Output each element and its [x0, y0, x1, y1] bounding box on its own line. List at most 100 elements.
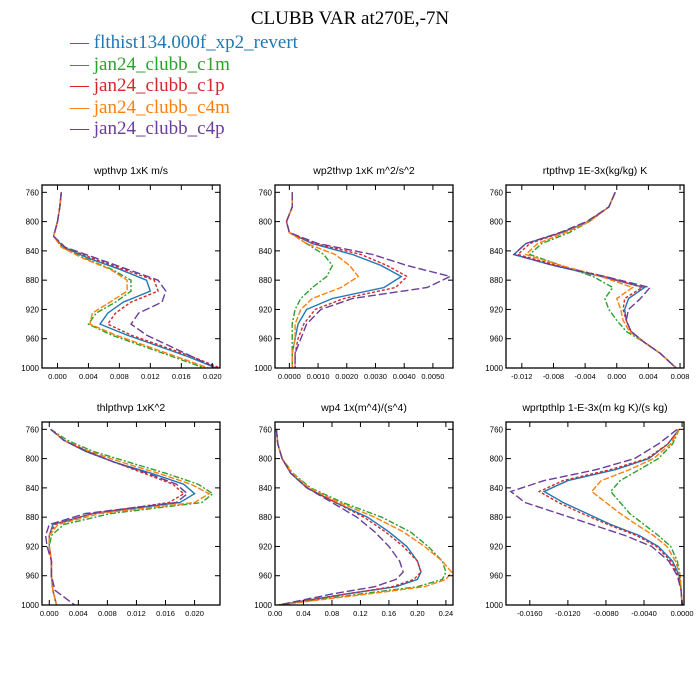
y-tick-label: 800 — [26, 218, 40, 227]
legend-swatch: — — [70, 96, 94, 118]
subplot: wp4 1x(m^4)/(s^4)76080084088092096010000… — [254, 402, 454, 618]
legend-item: — jan24_clubb_c4p — [70, 118, 298, 140]
legend-item: — flthist134.000f_xp2_revert — [70, 32, 298, 54]
y-tick-label: 960 — [26, 335, 40, 344]
subplot: wpthvp 1xK m/s 760 800 840 880 920 960 1000 0.00… — [21, 165, 221, 381]
series-line — [52, 192, 217, 368]
y-tick-label: 920 — [490, 542, 504, 551]
legend-item: — jan24_clubb_c4m — [70, 97, 298, 119]
y-tick-label: 840 — [26, 484, 40, 493]
series-line — [285, 192, 403, 368]
subplot: wp2thvp 1xK m^2/s^2 760 800 840 880 920 960 100… — [254, 165, 454, 381]
x-tick-label: 0.12 — [353, 609, 368, 618]
plot-frame — [41, 421, 221, 606]
x-tick-label: 0.020 — [203, 372, 222, 381]
x-tick-label: 0.008 — [98, 609, 117, 618]
y-tick-label: 960 — [259, 335, 273, 344]
y-tick-label: 760 — [259, 425, 273, 434]
y-tick-label: 880 — [490, 276, 504, 285]
x-tick-label: 0.24 — [439, 609, 454, 618]
y-tick-label: 1000 — [485, 601, 503, 610]
x-tick-label: 0.0030 — [364, 372, 387, 381]
y-tick-label: 960 — [490, 335, 504, 344]
legend-swatch: — — [70, 53, 94, 75]
legend-label: jan24_clubb_c1p — [93, 75, 225, 96]
y-tick-label: 840 — [490, 247, 504, 256]
y-tick-label: 920 — [259, 305, 273, 314]
y-tick-label: 960 — [259, 572, 273, 581]
subplot-title: wp2thvp 1xK m^2/s^2 — [312, 165, 415, 177]
x-tick-label: -0.012 — [511, 372, 532, 381]
y-tick-label: 840 — [26, 247, 40, 256]
x-tick-label: 0.0000 — [671, 609, 694, 618]
series-line — [609, 429, 683, 605]
y-tick-label: 1000 — [21, 601, 39, 610]
x-tick-label: 0.0020 — [335, 372, 358, 381]
subplot: rtpthvp 1E-3x(kg/kg) K 760 800 840 880 920 960… — [485, 165, 689, 381]
y-tick-label: 760 — [490, 425, 504, 434]
x-tick-label: 0.16 — [382, 609, 397, 618]
legend-swatch: — — [70, 32, 94, 53]
y-tick-label: 920 — [26, 542, 40, 551]
y-tick-label: 880 — [259, 513, 273, 522]
x-tick-label: 0.0040 — [393, 372, 416, 381]
series-line — [512, 192, 677, 368]
y-tick-label: 880 — [490, 513, 504, 522]
y-tick-label: 760 — [259, 188, 273, 197]
y-tick-label: 920 — [259, 542, 273, 551]
series-line — [509, 428, 683, 605]
x-tick-label: 0.08 — [325, 609, 340, 618]
plot-frame — [274, 421, 454, 606]
plot-frame — [41, 184, 221, 369]
x-tick-label: 0.004 — [69, 609, 88, 618]
y-tick-label: 760 — [26, 188, 40, 197]
x-tick-label: 0.000 — [40, 609, 59, 618]
plot-frame — [274, 184, 454, 369]
x-tick-label: -0.0080 — [593, 609, 618, 618]
x-tick-label: 0.20 — [410, 609, 425, 618]
series-line — [590, 428, 683, 605]
x-tick-label: 0.012 — [141, 372, 160, 381]
x-tick-label: 0.0010 — [307, 372, 330, 381]
x-tick-label: 0.008 — [671, 372, 690, 381]
x-tick-label: 0.004 — [639, 372, 658, 381]
x-tick-label: -0.008 — [543, 372, 564, 381]
x-tick-label: -0.004 — [574, 372, 595, 381]
y-tick-label: 800 — [259, 455, 273, 464]
x-tick-label: 0.000 — [48, 372, 67, 381]
subplot-title: wpthvp 1xK m/s — [93, 165, 168, 177]
x-tick-label: -0.0040 — [631, 609, 656, 618]
series-line — [48, 428, 211, 605]
y-tick-label: 800 — [259, 218, 273, 227]
x-tick-label: 0.04 — [296, 609, 311, 618]
series-line — [44, 428, 189, 605]
legend: — flthist134.000f_xp2_revert — jan24_clu… — [70, 32, 298, 140]
y-tick-label: 1000 — [254, 364, 272, 373]
y-tick-label: 760 — [490, 188, 504, 197]
y-tick-label: 760 — [26, 425, 40, 434]
x-tick-label: 0.016 — [156, 609, 175, 618]
y-tick-label: 1000 — [254, 601, 272, 610]
x-tick-label: -0.0120 — [555, 609, 580, 618]
subplot-title: wprtpthlp 1-E-3x(m kg K)/(s kg) — [521, 402, 667, 414]
legend-item: — jan24_clubb_c1m — [70, 54, 298, 76]
x-tick-label: 0.00 — [268, 609, 283, 618]
y-tick-label: 800 — [490, 218, 504, 227]
y-tick-label: 840 — [259, 247, 273, 256]
plot-frame — [505, 421, 685, 606]
series-line — [275, 429, 404, 605]
subplot: thlpthvp 1xK^276080084088092096010000.00… — [21, 402, 221, 618]
subplot-title: wp4 1x(m^4)/(s^4) — [320, 402, 407, 414]
legend-label: jan24_clubb_c1m — [93, 53, 230, 75]
x-tick-label: -0.0160 — [517, 609, 542, 618]
y-tick-label: 1000 — [21, 364, 39, 373]
series-line — [275, 429, 447, 605]
series-line — [285, 192, 453, 368]
series-line — [285, 192, 360, 368]
series-line — [285, 192, 334, 368]
y-tick-label: 840 — [490, 484, 504, 493]
x-tick-label: 0.020 — [185, 609, 204, 618]
x-tick-label: 0.0000 — [278, 372, 301, 381]
series-line — [512, 192, 677, 368]
